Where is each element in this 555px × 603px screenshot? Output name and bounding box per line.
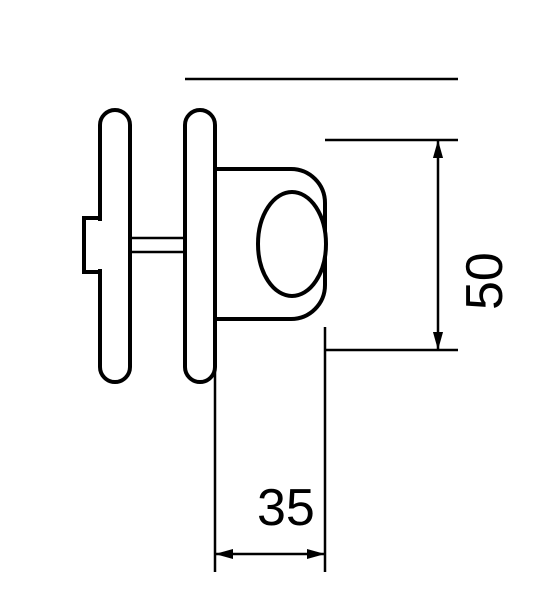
part-outline [84,110,326,382]
dimension-lines [185,79,458,572]
dimension-width-label: 35 [257,478,315,538]
dimension-height-label: 50 [455,252,515,310]
